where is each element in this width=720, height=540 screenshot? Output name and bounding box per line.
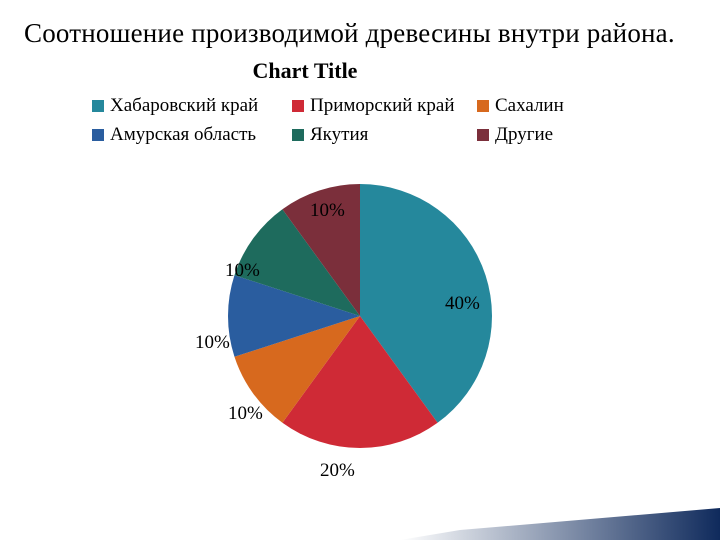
legend-swatch-3 — [92, 129, 104, 141]
legend: Хабаровский край Приморский край Сахалин… — [92, 92, 597, 149]
legend-swatch-1 — [292, 100, 304, 112]
legend-swatch-4 — [292, 129, 304, 141]
legend-swatch-2 — [477, 100, 489, 112]
legend-row-2: Амурская область Якутия Другие — [92, 121, 597, 150]
pie-label-0: 40% — [445, 293, 480, 315]
chart-title: Chart Title — [0, 58, 720, 84]
legend-swatch-5 — [477, 129, 489, 141]
pie-chart — [228, 184, 492, 448]
page: Соотношение производимой древесины внутр… — [0, 0, 720, 540]
legend-label-5: Другие — [495, 121, 553, 150]
pie-svg — [228, 184, 492, 448]
legend-item-5: Другие — [477, 121, 597, 150]
pie-label-5: 10% — [310, 200, 345, 222]
page-title: Соотношение производимой древесины внутр… — [24, 18, 675, 49]
pie-label-3: 10% — [195, 332, 230, 354]
legend-item-3: Амурская область — [92, 121, 292, 150]
legend-label-2: Сахалин — [495, 92, 564, 121]
accent-bar — [400, 508, 720, 540]
pie-label-1: 20% — [320, 460, 355, 482]
legend-item-1: Приморский край — [292, 92, 477, 121]
legend-label-3: Амурская область — [110, 121, 256, 150]
legend-item-2: Сахалин — [477, 92, 597, 121]
pie-label-4: 10% — [225, 260, 260, 282]
pie-label-2: 10% — [228, 403, 263, 425]
legend-label-1: Приморский край — [310, 92, 455, 121]
legend-swatch-0 — [92, 100, 104, 112]
legend-label-4: Якутия — [310, 121, 368, 150]
legend-row-1: Хабаровский край Приморский край Сахалин — [92, 92, 597, 121]
legend-item-0: Хабаровский край — [92, 92, 292, 121]
legend-item-4: Якутия — [292, 121, 477, 150]
legend-label-0: Хабаровский край — [110, 92, 258, 121]
